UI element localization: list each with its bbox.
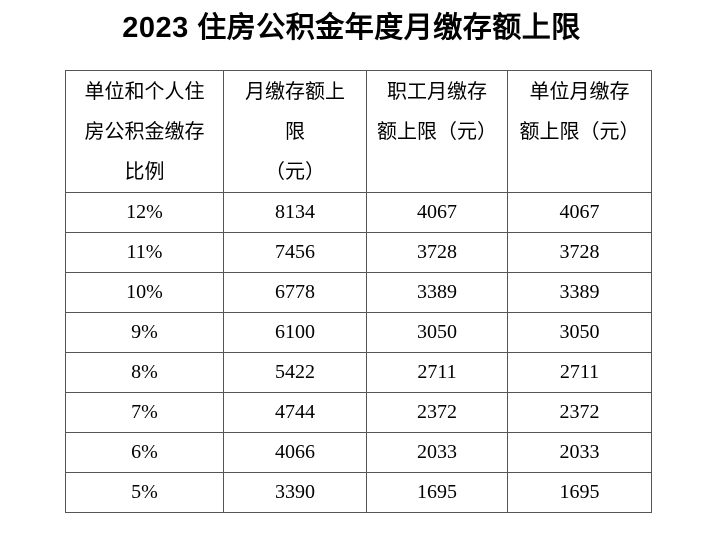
header-line: 月缴存额上 <box>245 81 345 103</box>
cell-monthly-limit: 6100 <box>223 312 367 353</box>
cell-employer-limit: 3728 <box>507 232 652 273</box>
cell-ratio: 7% <box>65 392 224 433</box>
header-line: （元） <box>265 161 325 183</box>
header-line: 单位和个人住 <box>84 81 205 103</box>
header-cell-monthly-limit: 月缴存额上 限 （元） <box>223 70 367 193</box>
page-title: 2023 住房公积金年度月缴存额上限 <box>122 12 581 44</box>
cell-monthly-limit: 6778 <box>223 272 367 313</box>
cell-monthly-limit: 8134 <box>223 192 367 233</box>
table-row: 5% 3390 1695 1695 <box>65 472 652 513</box>
table-row: 9% 6100 3050 3050 <box>65 312 652 353</box>
cell-ratio: 6% <box>65 432 224 473</box>
table-row: 6% 4066 2033 2033 <box>65 432 652 473</box>
cell-employer-limit: 4067 <box>507 192 652 233</box>
cell-ratio: 10% <box>65 272 224 313</box>
cell-employee-limit: 3050 <box>366 312 508 353</box>
table-row: 10% 6778 3389 3389 <box>65 272 652 313</box>
cell-monthly-limit: 4744 <box>223 392 367 433</box>
header-cell-ratio: 单位和个人住 房公积金缴存 比例 <box>65 70 224 193</box>
header-line: 职工月缴存 <box>387 81 487 103</box>
table-header-row: 单位和个人住 房公积金缴存 比例 月缴存额上 限 （元） 职工月缴存 额上限（元… <box>65 70 652 193</box>
cell-monthly-limit: 5422 <box>223 352 367 393</box>
cell-monthly-limit: 4066 <box>223 432 367 473</box>
header-cell-employer-limit: 单位月缴存 额上限（元） <box>507 70 652 193</box>
cell-ratio: 11% <box>65 232 224 273</box>
contribution-limit-table: 单位和个人住 房公积金缴存 比例 月缴存额上 限 （元） 职工月缴存 额上限（元… <box>65 70 652 513</box>
header-line: 额上限（元） <box>519 121 640 143</box>
cell-employee-limit: 4067 <box>366 192 508 233</box>
cell-employer-limit: 1695 <box>507 472 652 513</box>
cell-ratio: 12% <box>65 192 224 233</box>
cell-monthly-limit: 7456 <box>223 232 367 273</box>
cell-employer-limit: 3389 <box>507 272 652 313</box>
cell-employee-limit: 2372 <box>366 392 508 433</box>
cell-employee-limit: 2711 <box>366 352 508 393</box>
cell-monthly-limit: 3390 <box>223 472 367 513</box>
cell-ratio: 8% <box>65 352 224 393</box>
table-row: 8% 5422 2711 2711 <box>65 352 652 393</box>
table-row: 12% 8134 4067 4067 <box>65 192 652 233</box>
cell-employee-limit: 2033 <box>366 432 508 473</box>
cell-employer-limit: 2372 <box>507 392 652 433</box>
cell-employee-limit: 3728 <box>366 232 508 273</box>
cell-employee-limit: 1695 <box>366 472 508 513</box>
cell-employer-limit: 3050 <box>507 312 652 353</box>
cell-employer-limit: 2711 <box>507 352 652 393</box>
header-line: 房公积金缴存 <box>84 121 205 143</box>
header-line: 限 <box>285 121 305 143</box>
header-line: 比例 <box>124 161 165 183</box>
table-row: 11% 7456 3728 3728 <box>65 232 652 273</box>
header-line: 单位月缴存 <box>529 81 630 103</box>
cell-employer-limit: 2033 <box>507 432 652 473</box>
table-row: 7% 4744 2372 2372 <box>65 392 652 433</box>
header-cell-employee-limit: 职工月缴存 额上限（元） <box>366 70 508 193</box>
cell-ratio: 9% <box>65 312 224 353</box>
cell-ratio: 5% <box>65 472 224 513</box>
cell-employee-limit: 3389 <box>366 272 508 313</box>
header-line: 额上限（元） <box>377 121 497 143</box>
